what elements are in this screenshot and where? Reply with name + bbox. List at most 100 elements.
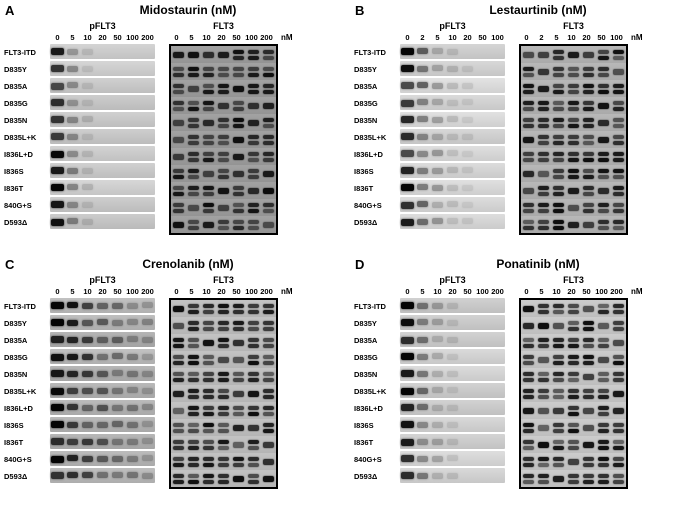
protein-band <box>538 225 549 230</box>
protein-band <box>598 55 609 60</box>
protein-band <box>598 337 609 342</box>
blot-lane <box>216 436 231 453</box>
protein-band <box>188 320 199 325</box>
protein-band <box>598 356 609 363</box>
protein-band <box>51 404 64 411</box>
protein-band <box>568 445 579 450</box>
protein-band <box>263 102 274 109</box>
protein-band <box>218 102 229 109</box>
protein-band <box>417 438 428 445</box>
blot-band-row <box>171 385 276 402</box>
blot-band-row <box>171 114 276 131</box>
protein-band <box>447 455 458 461</box>
blot-lane <box>201 402 216 419</box>
concentration-label: 10 <box>433 287 442 296</box>
blot-band-row <box>400 451 505 466</box>
protein-band <box>523 225 534 230</box>
protein-band <box>613 422 624 427</box>
blot-lane <box>551 317 566 334</box>
blot-lane <box>231 300 246 317</box>
concentration-label: 200 <box>491 287 504 296</box>
blot-lane <box>490 434 505 449</box>
protein-band <box>417 371 428 377</box>
protein-band <box>218 326 229 331</box>
blot-lane <box>246 131 261 148</box>
protein-band <box>568 117 579 122</box>
mutant-row-label: 840G+S <box>4 455 32 464</box>
protein-band <box>188 343 199 348</box>
protein-band <box>538 356 549 363</box>
protein-band <box>203 100 214 105</box>
protein-band <box>51 370 64 377</box>
protein-band <box>401 472 414 479</box>
blot-lane <box>201 165 216 182</box>
blot-band-row <box>50 298 155 313</box>
blot-lane <box>140 366 155 381</box>
protein-band <box>203 221 214 228</box>
blot-lane <box>186 148 201 165</box>
row-label-column: FLT3-ITD D835Y D835A D835G D835N D835L+K I836L… <box>354 20 400 235</box>
protein-band <box>263 320 274 325</box>
protein-band <box>568 377 579 382</box>
protein-band <box>568 106 579 111</box>
blot-lane <box>445 180 460 195</box>
protein-band <box>583 305 594 312</box>
protein-band <box>553 49 564 54</box>
protein-band <box>523 354 534 359</box>
protein-band <box>188 377 199 382</box>
mutant-row-label: D593Δ <box>354 472 378 481</box>
blot-lane <box>400 417 415 432</box>
protein-band <box>188 185 199 190</box>
blot-lane <box>95 146 110 161</box>
protein-band <box>233 339 244 346</box>
protein-band <box>568 51 579 58</box>
blot-band-row <box>521 131 626 148</box>
protein-band <box>218 320 229 325</box>
blot-band-row <box>400 180 505 195</box>
protein-band <box>127 319 138 325</box>
protein-band <box>447 201 458 207</box>
blot-lane <box>65 129 80 144</box>
protein-band <box>598 422 609 427</box>
protein-band <box>127 472 138 478</box>
protein-band <box>568 354 579 359</box>
protein-band <box>583 72 594 77</box>
protein-band <box>51 65 64 72</box>
blot-lane <box>460 44 475 59</box>
protein-band <box>553 72 564 77</box>
protein-band <box>203 394 214 399</box>
blot-lane <box>246 453 261 470</box>
blot-lane <box>261 470 276 487</box>
protein-band <box>263 422 274 427</box>
protein-band <box>248 303 259 308</box>
blot-lane <box>186 182 201 199</box>
blot-lane <box>50 197 65 212</box>
protein-band <box>233 356 244 363</box>
concentration-label: 0 <box>405 33 410 42</box>
protein-band <box>613 320 624 325</box>
concentration-row: 0 5 10 20 50 100 200 nM <box>169 32 292 44</box>
protein-band <box>417 336 428 343</box>
concentration-label: 2 <box>420 33 425 42</box>
blot-membrane <box>50 44 155 231</box>
protein-band <box>598 187 609 194</box>
blot-lane <box>140 400 155 415</box>
blot-lane <box>95 298 110 313</box>
blot-band-row <box>400 434 505 449</box>
protein-band <box>188 309 199 314</box>
blot-lane <box>125 383 140 398</box>
blot-lane <box>566 368 581 385</box>
protein-band <box>218 439 229 444</box>
protein-band <box>598 394 609 399</box>
protein-band <box>613 445 624 450</box>
protein-band <box>218 219 229 224</box>
blot-band-row <box>50 434 155 449</box>
blot-lane <box>400 315 415 330</box>
protein-band <box>523 360 534 365</box>
protein-band <box>538 157 549 162</box>
blot-lane <box>140 417 155 432</box>
blot-lane <box>400 366 415 381</box>
blot-lane <box>400 451 415 466</box>
protein-band <box>97 421 108 428</box>
row-label-column: FLT3-ITD D835Y D835A D835G D835N D835L+K I836L… <box>4 274 50 489</box>
